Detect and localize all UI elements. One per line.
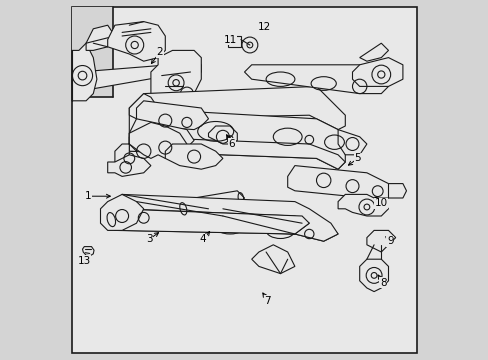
Polygon shape [129, 108, 345, 169]
Text: 12: 12 [257, 22, 270, 32]
Text: 10: 10 [374, 198, 387, 208]
Text: 7: 7 [264, 296, 271, 306]
Text: 1: 1 [84, 191, 91, 201]
Polygon shape [352, 58, 402, 86]
Text: 5: 5 [354, 153, 361, 163]
Polygon shape [129, 137, 345, 169]
Polygon shape [337, 130, 366, 155]
Polygon shape [251, 245, 294, 274]
Text: 11: 11 [223, 35, 236, 45]
Text: 6: 6 [228, 139, 235, 149]
Polygon shape [143, 101, 172, 126]
Polygon shape [107, 155, 151, 176]
Polygon shape [72, 43, 97, 101]
Polygon shape [387, 184, 406, 198]
Polygon shape [287, 166, 395, 198]
Polygon shape [366, 230, 395, 252]
Text: 9: 9 [386, 236, 393, 246]
Polygon shape [122, 209, 337, 241]
Polygon shape [129, 94, 158, 119]
Polygon shape [208, 126, 237, 144]
Polygon shape [115, 194, 337, 241]
Polygon shape [244, 65, 387, 94]
Polygon shape [129, 86, 345, 130]
Polygon shape [82, 247, 94, 256]
Polygon shape [107, 202, 186, 227]
Polygon shape [107, 202, 136, 230]
Polygon shape [168, 58, 201, 79]
Polygon shape [86, 25, 115, 50]
Polygon shape [107, 209, 309, 234]
Polygon shape [107, 22, 165, 61]
Polygon shape [136, 101, 208, 130]
Polygon shape [115, 122, 186, 166]
Polygon shape [72, 7, 113, 97]
Text: 3: 3 [145, 234, 152, 244]
Polygon shape [72, 72, 86, 86]
Text: 13: 13 [78, 256, 91, 266]
Polygon shape [115, 209, 309, 234]
Polygon shape [165, 144, 223, 169]
Polygon shape [359, 259, 387, 292]
Polygon shape [186, 191, 244, 212]
Text: 4: 4 [200, 234, 206, 244]
Polygon shape [337, 194, 387, 216]
Polygon shape [79, 65, 179, 90]
Text: 8: 8 [379, 278, 386, 288]
Polygon shape [359, 43, 387, 61]
Polygon shape [129, 119, 194, 151]
Polygon shape [151, 50, 201, 104]
Polygon shape [101, 194, 143, 230]
Text: 2: 2 [156, 47, 163, 57]
Polygon shape [228, 36, 241, 47]
